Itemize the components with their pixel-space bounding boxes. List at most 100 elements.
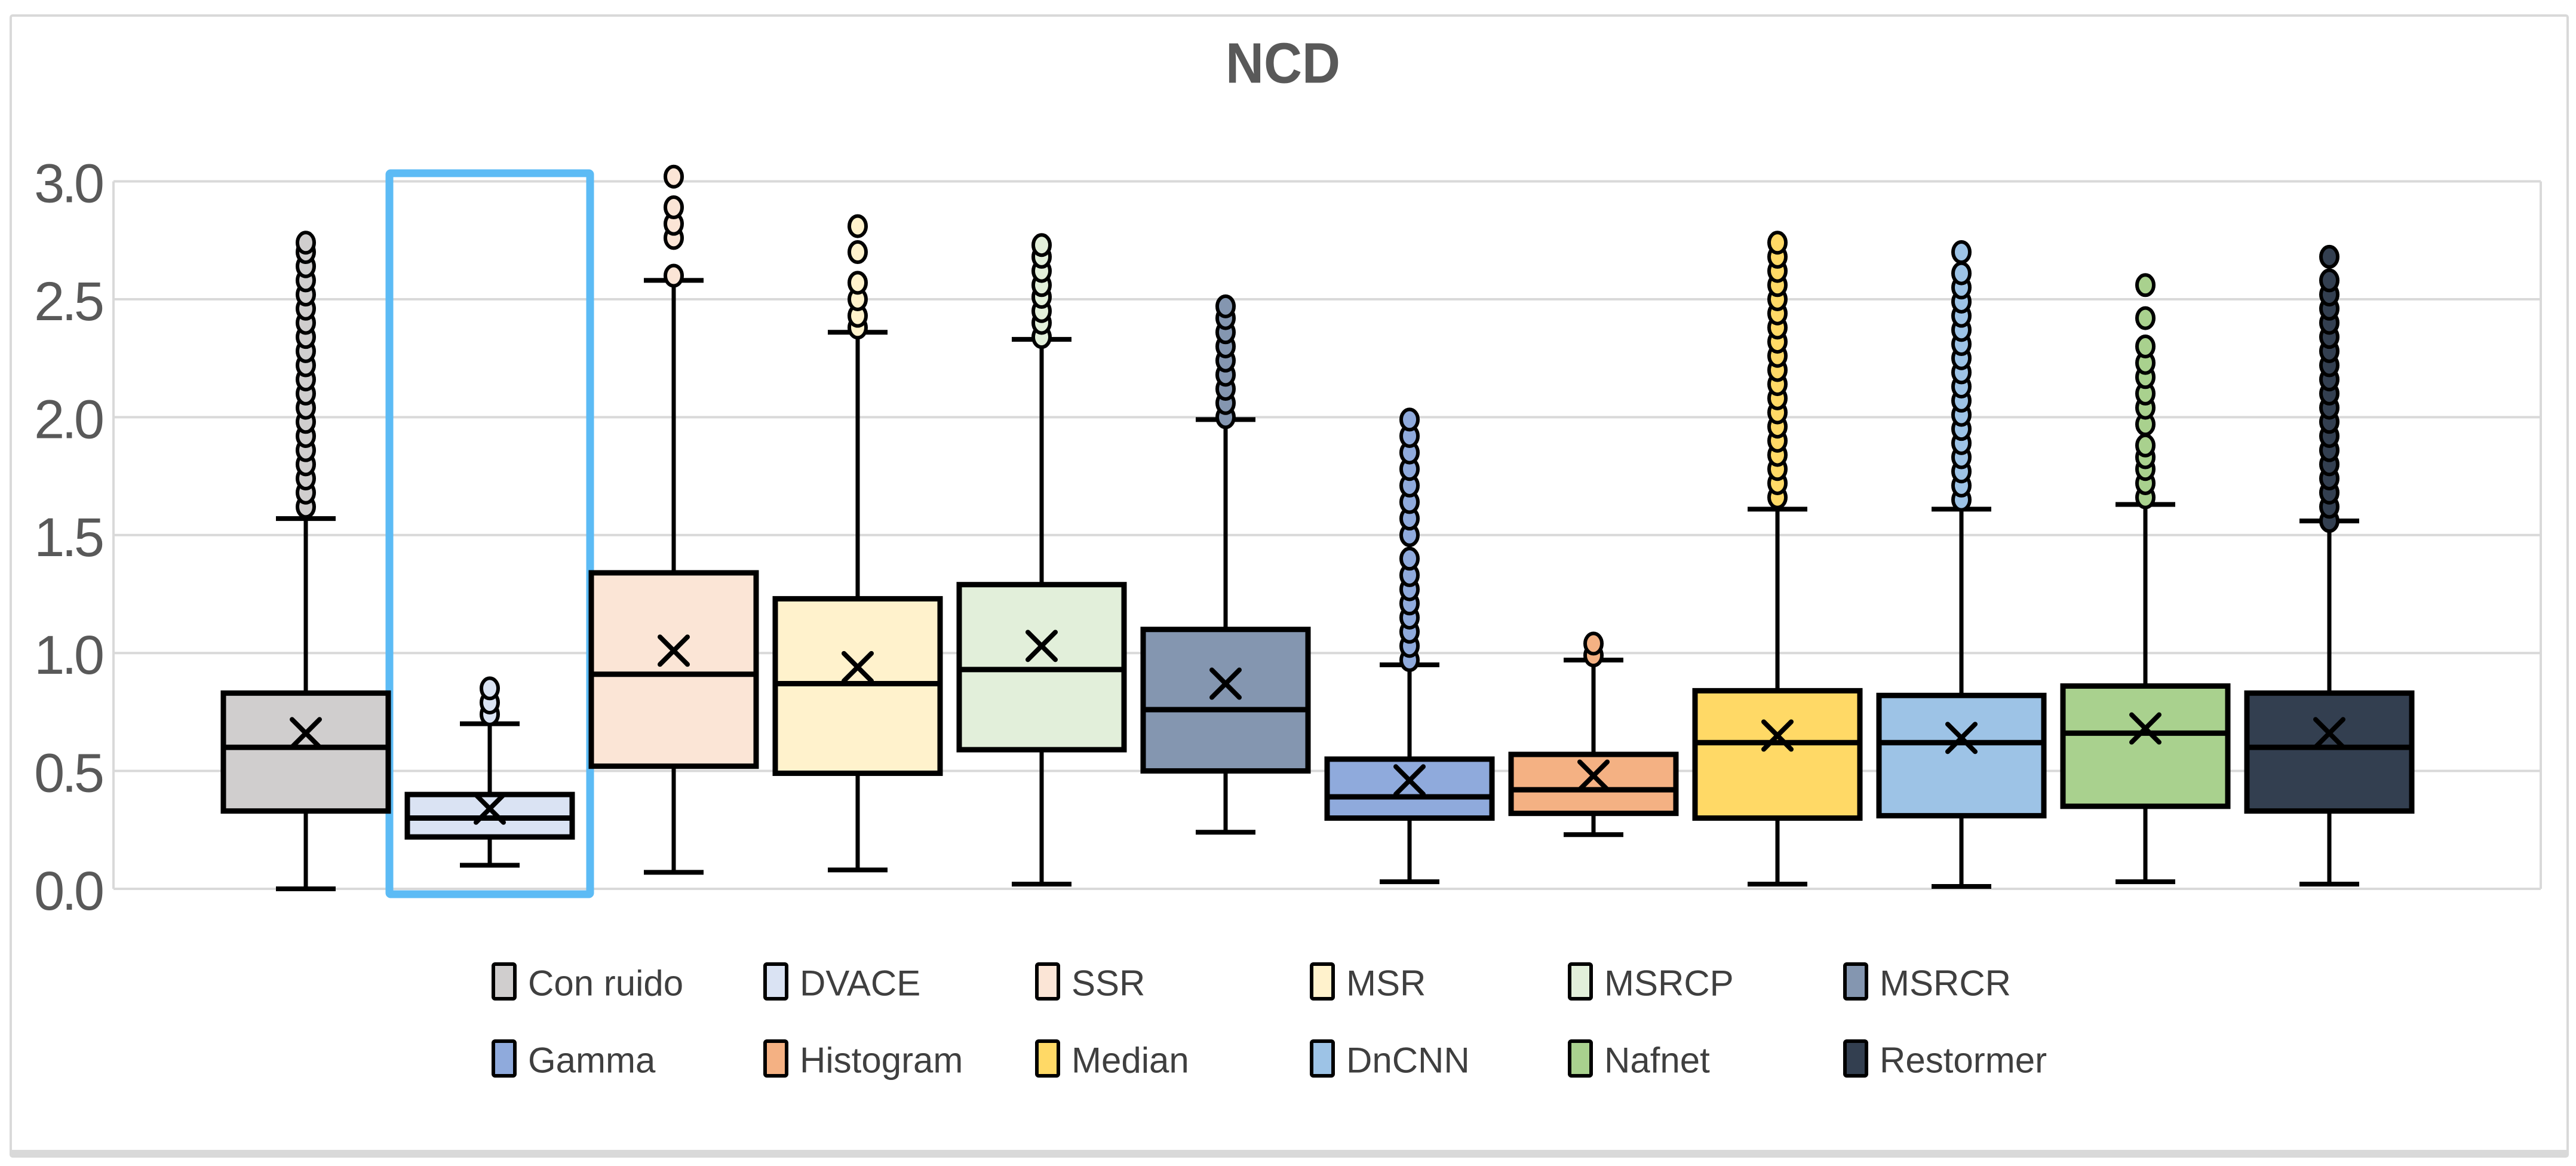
legend-label: Median [1071,1041,1189,1081]
legend-label: MSR [1346,964,1426,1004]
legend-item-MSR[interactable]: MSR [1310,962,1426,1004]
box-group-Gamma [1324,407,1495,885]
iqr-box [1692,688,1863,821]
legend-swatch [1568,962,1593,1001]
legend-label: MSRCR [1880,964,2011,1004]
outlier-dot [664,195,684,220]
box-group-MSRCP [956,233,1127,887]
legend-swatch [492,962,517,1001]
outlier-dot [296,231,316,255]
iqr-box [1508,751,1679,817]
outlier-dot [1951,240,1972,265]
legend-swatch [1843,1039,1868,1078]
box-group-DVACE [404,676,575,868]
mean-marker [1393,764,1426,797]
box-group-Histogram [1508,631,1679,837]
legend-swatch [763,1039,788,1078]
box-group-MSR [772,214,943,873]
legend: Con ruido DVACE SSR MSR MSRCP MSRCR Gamma Histo… [492,962,2047,1081]
outlier-dot [664,164,684,189]
legend-swatch [763,962,788,1001]
legend-label: Con ruido [528,964,683,1004]
y-tick-label: 2.0 [34,389,103,450]
legend-label: Histogram [800,1041,963,1081]
legend-item-Histogram[interactable]: Histogram [763,1039,963,1081]
legend-item-Median[interactable]: Median [1035,1039,1189,1081]
outlier-dot [1399,547,1420,571]
box-group-Median [1692,231,1863,887]
legend-swatch [1035,1039,1060,1078]
iqr-box [1140,627,1311,774]
outlier-dot [2135,306,2156,330]
legend-item-SSR[interactable]: SSR [1035,962,1145,1004]
y-axis-labels: 0.0 0.5 1.0 1.5 2.0 2.5 3.0 [34,154,106,922]
legend-label: DnCNN [1346,1041,1470,1081]
legend-label: SSR [1071,964,1145,1004]
legend-swatch [1568,1039,1593,1078]
iqr-box [588,570,759,769]
mean-marker [1209,667,1242,700]
legend-item-MSRCP[interactable]: MSRCP [1568,962,1734,1004]
mean-marker [1577,759,1610,792]
outlier-dot [1399,407,1420,432]
outlier-dot [2135,433,2156,458]
outlier-dot [848,240,868,265]
highlight-rect [385,169,594,898]
legend-swatch [1310,962,1335,1001]
outlier-dot [848,271,868,295]
outlier-dot [1951,261,1972,286]
outlier-dot [2319,244,2339,269]
outlier-dot [848,214,868,238]
outlier-dot [2135,334,2156,358]
mean-marker [474,792,506,825]
mean-marker [2129,712,2161,745]
legend-label: Gamma [528,1041,656,1081]
mean-marker [842,650,874,683]
y-tick-label: 0.5 [34,743,103,804]
legend-label: Restormer [1880,1041,2047,1081]
iqr-box [2244,690,2415,814]
legend-item-MSRCR[interactable]: MSRCR [1843,962,2011,1004]
legend-label: MSRCP [1604,964,1734,1004]
legend-item-DVACE[interactable]: DVACE [763,962,920,1004]
mean-marker [2313,717,2345,750]
legend-item-Gamma[interactable]: Gamma [492,1039,656,1081]
chart-title: NCD [1226,32,1340,96]
legend-item-Restormer[interactable]: Restormer [1843,1039,2047,1081]
legend-swatch [1843,962,1868,1001]
iqr-box [2060,683,2231,809]
legend-item-Con-ruido[interactable]: Con ruido [492,962,683,1004]
outlier-dot [1215,294,1236,318]
box-group-Restormer [2244,244,2415,887]
mean-marker [1761,719,1794,752]
legend-swatch [1310,1039,1335,1078]
box-group-Con-ruido [220,231,391,891]
outlier-dot [2319,268,2339,293]
outlier-dot [664,263,684,288]
mean-marker [1945,722,1978,754]
outlier-dot [1031,233,1052,257]
outlier-dot [2135,273,2156,297]
box-group-MSRCR [1140,294,1311,835]
outlier-dot [1767,231,1788,255]
legend-item-DnCNN[interactable]: DnCNN [1310,1039,1470,1081]
iqr-box [1324,756,1495,821]
outlier-dot [480,676,500,701]
legend-label: DVACE [800,964,920,1004]
outlier-dot [1583,631,1604,656]
mean-marker [658,634,690,667]
y-tick-label: 2.5 [34,271,103,332]
legend-item-Nafnet[interactable]: Nafnet [1568,1039,1710,1081]
box-group-DnCNN [1876,240,2047,889]
mean-marker [290,717,322,750]
box-group-Nafnet [2060,273,2231,885]
y-tick-label: 1.0 [34,625,103,686]
y-tick-label: 0.0 [34,861,103,922]
y-tick-label: 1.5 [34,507,103,568]
mean-marker [1026,630,1058,662]
iqr-box [220,690,391,814]
legend-swatch [1035,962,1060,1001]
legend-label: Nafnet [1604,1041,1710,1081]
